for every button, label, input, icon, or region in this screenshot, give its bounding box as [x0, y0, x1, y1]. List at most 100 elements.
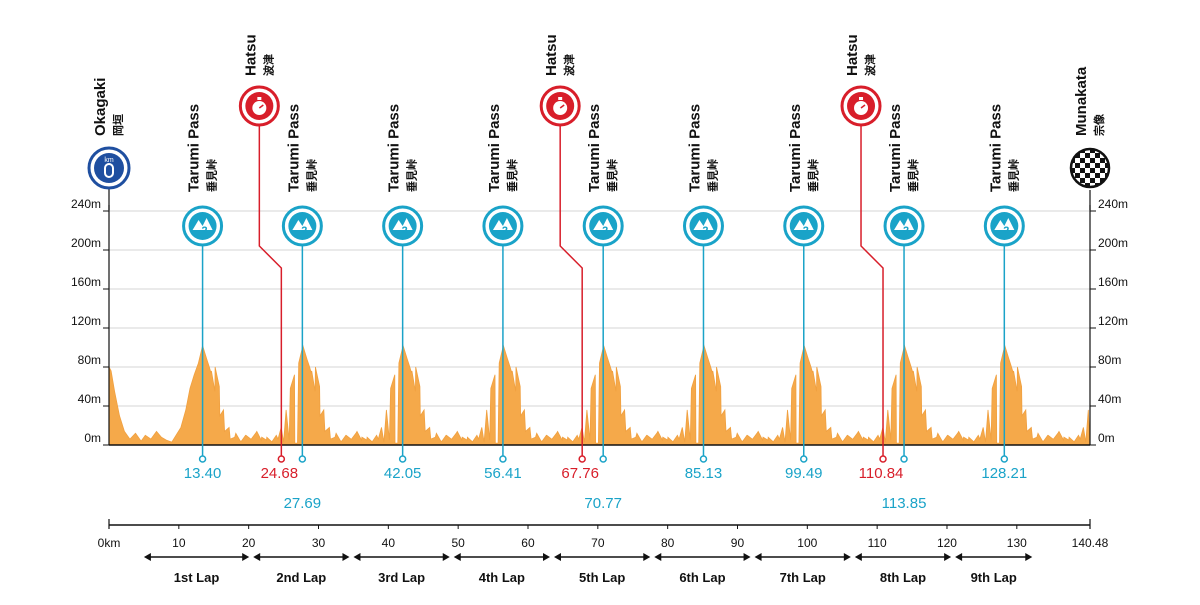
checker-square: [1075, 163, 1080, 168]
arrow-right-icon: [442, 553, 450, 561]
sprint-name-label: Hatsu: [844, 34, 861, 76]
kom-name-label: Tarumi Pass: [486, 104, 503, 192]
kom-km-label: 99.49: [785, 465, 823, 482]
arrow-right-icon: [944, 553, 952, 561]
arrow-right-icon: [543, 553, 551, 561]
sprint-marker: Hatsu 波津 110.84: [840, 34, 904, 482]
kom-marker: Tarumi Pass 垂見峠 2 99.49: [783, 104, 825, 482]
finish-marker: Munakata 宗像: [1069, 66, 1111, 189]
km-tick-label: 140.48: [1072, 536, 1109, 550]
sprint-km-label: 67.76: [561, 465, 599, 482]
kom-marker: Tarumi Pass 垂見峠 2 27.69: [281, 104, 323, 512]
kom-name-jp-label: 垂見峠: [505, 159, 519, 192]
mountain-icon-peaks: [392, 218, 413, 230]
arrow-left-icon: [353, 553, 361, 561]
kom-category: 2: [1003, 225, 1009, 237]
kom-dot: [900, 455, 908, 463]
arrow-right-icon: [643, 553, 651, 561]
lap-span: 8th Lap: [854, 553, 952, 585]
kom-category: 2: [202, 225, 208, 237]
arrow-right-icon: [843, 553, 851, 561]
y-tick-label-left: 240m: [71, 197, 101, 211]
kom-dot: [1000, 455, 1009, 463]
lap-label: 3rd Lap: [378, 570, 425, 585]
y-tick-label-left: 160m: [71, 275, 101, 289]
kom-name-jp-label: 垂見峠: [705, 159, 719, 192]
km-tick-label: 70: [591, 536, 605, 550]
checker-square: [1090, 178, 1095, 183]
finish-ring: [1069, 147, 1111, 189]
elevation-profile: [108, 344, 1091, 446]
checker-square: [1071, 149, 1075, 153]
km-tick-label: 90: [731, 536, 745, 550]
stopwatch-icon-hand: [258, 104, 264, 109]
lap-label: 9th Lap: [971, 570, 1017, 585]
sprint-name-jp-label: 波津: [562, 54, 576, 76]
mountain-icon-peaks: [492, 218, 513, 230]
sprint-line: [258, 124, 283, 456]
kom-name-label: Tarumi Pass: [186, 104, 203, 192]
stopwatch-icon-crown: [859, 97, 864, 100]
start-zero-glyph: [104, 163, 114, 178]
km-tick-label: 120: [937, 536, 957, 550]
checker-square: [1090, 168, 1095, 173]
lap-span: 1st Lap: [143, 553, 250, 585]
arrow-right-icon: [743, 553, 751, 561]
kom-name-label: Tarumi Pass: [887, 104, 904, 192]
kom-km-label: 42.05: [384, 465, 422, 482]
sprint-name-label: Hatsu: [543, 34, 560, 76]
y-tick-label-right: 0m: [1098, 431, 1115, 445]
arrow-right-icon: [1025, 553, 1033, 561]
km-tick-label: 80: [661, 536, 675, 550]
kom-dot: [398, 455, 407, 463]
lap-label: 6th Lap: [679, 570, 725, 585]
checker-square: [1085, 173, 1090, 178]
kom-dot: [198, 455, 207, 463]
kom-km-label: 128.21: [981, 465, 1027, 482]
arrow-left-icon: [253, 553, 261, 561]
lap-label: 5th Lap: [579, 570, 625, 585]
kom-name-jp-label: 垂見峠: [806, 159, 820, 192]
kom-marker: Tarumi Pass 垂見峠 2 85.13: [682, 104, 724, 482]
mountain-icon-peaks: [994, 218, 1015, 230]
kom-km-label: 70.77: [584, 495, 622, 512]
kom-marker: Tarumi Pass 垂見峠 2 13.40: [182, 104, 224, 482]
sprint-dot: [879, 455, 887, 463]
stopwatch-icon-hand: [559, 104, 565, 109]
kom-km-label: 85.13: [685, 465, 723, 482]
y-tick-label-right: 80m: [1098, 353, 1121, 367]
lap-label: 8th Lap: [880, 570, 926, 585]
stopwatch-icon-hand: [860, 104, 866, 109]
sprint-line: [559, 124, 583, 456]
checker-square: [1080, 168, 1085, 173]
y-tick-label-left: 80m: [78, 353, 101, 367]
stopwatch-icon-crown: [257, 97, 262, 100]
kom-km-label: 27.69: [284, 495, 322, 512]
lap-span: 6th Lap: [654, 553, 751, 585]
finish-name-jp-label: 宗像: [1092, 113, 1106, 136]
arrow-left-icon: [654, 553, 662, 561]
kom-marker: Tarumi Pass 垂見峠 2 113.85: [882, 104, 927, 512]
arrow-left-icon: [143, 553, 151, 561]
arrow-left-icon: [955, 553, 963, 561]
kom-name-label: Tarumi Pass: [586, 104, 603, 192]
lap-label: 1st Lap: [174, 570, 220, 585]
km-tick-label: 110: [868, 536, 887, 550]
kom-category: 2: [702, 225, 708, 237]
km-tick-label: 30: [312, 536, 326, 550]
kom-km-label: 113.85: [882, 495, 927, 512]
lap-span: 2nd Lap: [253, 553, 350, 585]
kom-marker: Tarumi Pass 垂見峠 2 128.21: [981, 104, 1027, 482]
sprint-km-label: 110.84: [859, 465, 904, 482]
kom-name-label: Tarumi Pass: [987, 104, 1004, 192]
kom-dot: [599, 455, 607, 463]
lap-label: 4th Lap: [479, 570, 525, 585]
y-axis: 0m 0m 40m 40m 80m 80m 120m 120m 160m 160m 200m 200m…: [71, 197, 1128, 446]
checker-square: [1100, 168, 1105, 173]
checker-square: [1085, 163, 1090, 168]
x-axis: 0km 10 20 30 40 50 60 70 80 90 100 110 120 130 140.48: [98, 519, 1109, 550]
checker-square: [1075, 173, 1080, 178]
y-tick-label-right: 200m: [1098, 236, 1128, 250]
kom-name-jp-label: 垂見峠: [304, 159, 318, 192]
